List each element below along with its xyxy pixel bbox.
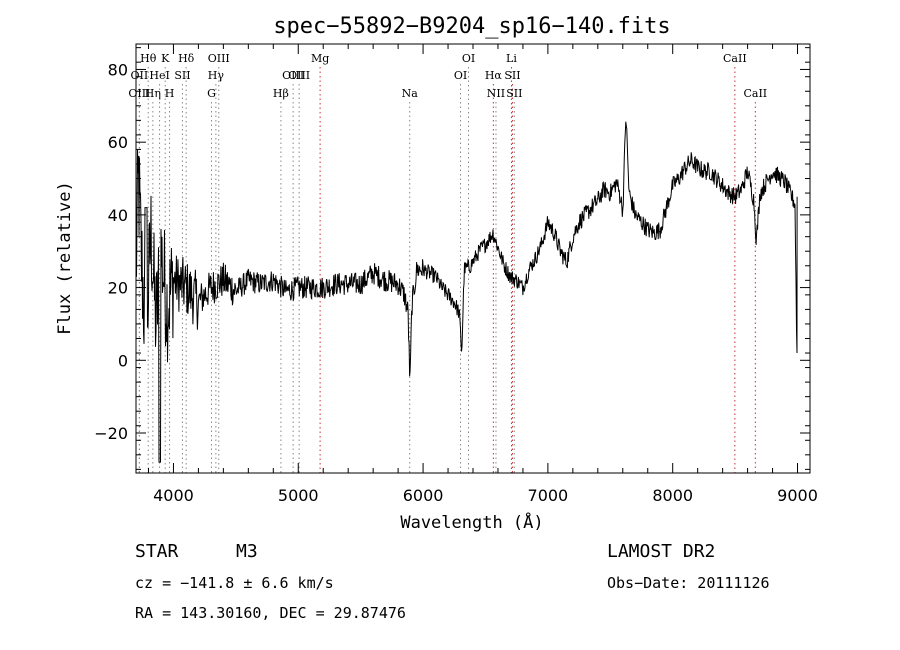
spectral-line-label: Mg xyxy=(311,52,329,65)
x-axis-label: Wavelength (Å) xyxy=(400,511,543,533)
spectral-line-label: SII xyxy=(506,87,522,100)
spectral-line-label: Hγ xyxy=(208,69,225,82)
y-tick-label: −20 xyxy=(94,424,128,443)
x-tick-label: 5000 xyxy=(278,486,319,505)
spectral-line-label: H xyxy=(165,87,175,100)
spectral-line-label: Hθ xyxy=(140,52,157,65)
spectral-line-label: OIII xyxy=(282,69,304,82)
y-tick-label: 0 xyxy=(118,351,128,370)
spectral-line-label: Hα xyxy=(485,69,503,82)
spectrum-line xyxy=(135,121,798,463)
y-tick-label: 20 xyxy=(108,279,128,298)
spectral-line-label: OI xyxy=(454,69,467,82)
observation-date: Obs−Date: 20111126 xyxy=(607,574,770,592)
x-tick-label: 7000 xyxy=(528,486,569,505)
survey-name: LAMOST DR2 xyxy=(607,541,716,562)
spectral-line-label: OI xyxy=(462,52,475,65)
spectral-line-label: Hβ xyxy=(273,87,289,100)
spectral-line-label: OIII xyxy=(208,52,230,65)
spectral-line-label: SII xyxy=(174,69,190,82)
spectral-line-label: OII xyxy=(131,69,149,82)
y-tick-label: 60 xyxy=(108,133,128,152)
redshift-velocity: cz = −141.8 ± 6.6 km/s xyxy=(135,574,334,592)
spectral-line-label: Na xyxy=(402,87,419,100)
x-tick-label: 9000 xyxy=(777,486,818,505)
spectral-line-label: Li xyxy=(506,52,517,65)
object-subclass: M3 xyxy=(236,541,258,562)
y-tick-label: 80 xyxy=(108,60,128,79)
spectral-line-label: NII xyxy=(487,87,505,100)
spectral-line-label: HeI xyxy=(149,69,169,82)
object-class: STAR xyxy=(135,541,179,562)
spectral-line-label: OIII xyxy=(288,69,310,82)
spectral-line-label: SII xyxy=(504,69,520,82)
x-tick-label: 8000 xyxy=(652,486,693,505)
spectral-line-label: OIII xyxy=(128,87,150,100)
spectral-line-label: Hδ xyxy=(178,52,195,65)
spectral-line-label: CaII xyxy=(743,87,767,100)
spectral-line-label: CaII xyxy=(723,52,747,65)
spectral-line-markers xyxy=(138,67,756,473)
x-tick-label: 4000 xyxy=(153,486,194,505)
spectral-line-label: Hη xyxy=(145,87,161,100)
spectral-line-label: G xyxy=(207,87,216,100)
y-tick-label: 40 xyxy=(108,206,128,225)
spectral-line-label: K xyxy=(161,52,170,65)
coordinates: RA = 143.30160, DEC = 29.87476 xyxy=(135,604,406,622)
x-tick-label: 6000 xyxy=(403,486,444,505)
y-axis-label: Flux (relative) xyxy=(55,181,75,335)
chart-title: spec−55892−B9204_sp16−140.fits xyxy=(273,14,670,39)
axis-ticks: 4000 5000 6000 7000 8000 9000 −20 0 20 40 60 80 xyxy=(94,44,818,505)
